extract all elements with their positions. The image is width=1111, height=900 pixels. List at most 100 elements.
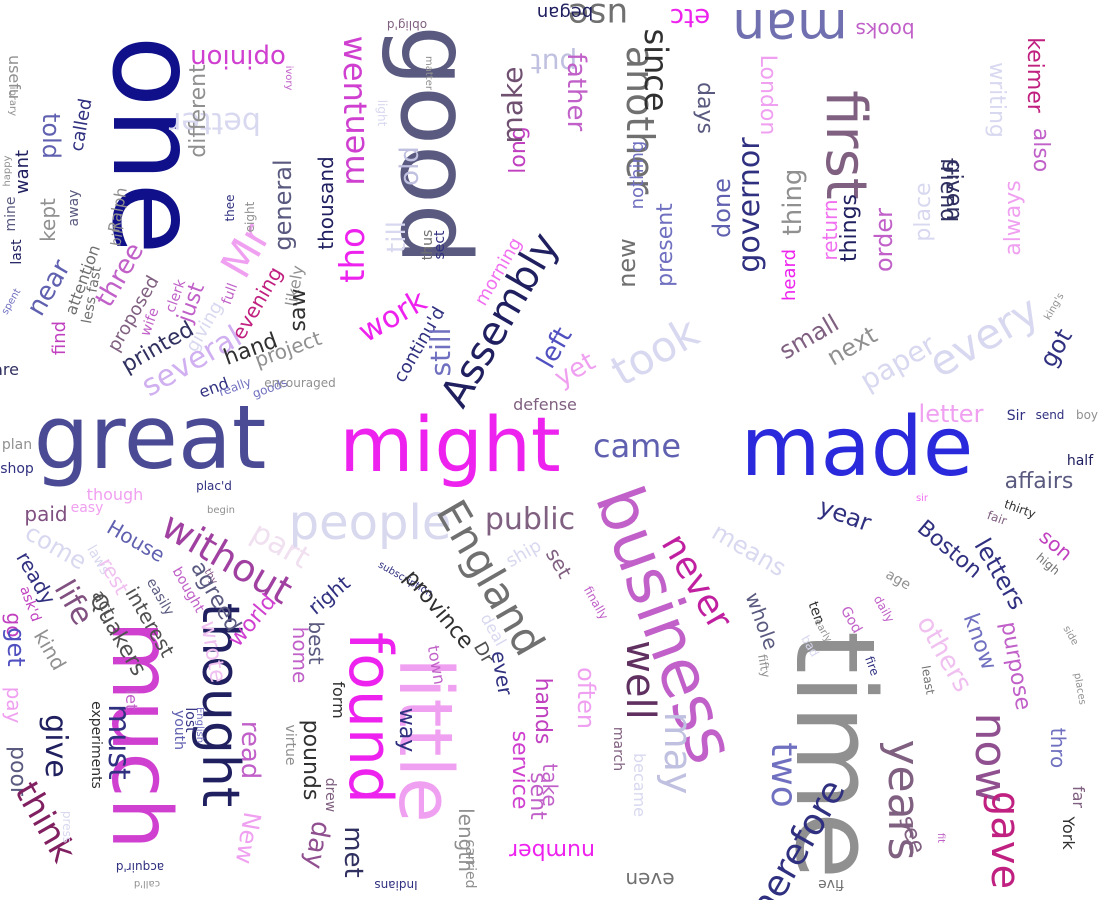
word-public: public (484, 502, 576, 537)
word-place: place (911, 182, 936, 242)
word-governor: governor (732, 137, 767, 273)
word-find: find (49, 320, 70, 356)
word-plan: plan (1, 437, 33, 453)
word-set: set (540, 543, 578, 583)
word-eight: eight (243, 201, 257, 233)
word-london: London (755, 54, 780, 136)
word-saw: saw (286, 288, 311, 332)
word-whole: whole (740, 589, 784, 653)
word-best: best (304, 621, 328, 665)
word-fifty: fifty (755, 653, 773, 679)
word-least: least (918, 664, 938, 696)
word-library: library (7, 83, 18, 117)
word-present: present (653, 203, 678, 287)
word-every: every (920, 285, 1048, 388)
word-let: let (122, 689, 141, 711)
word-are: are (0, 360, 19, 379)
word-sir: Sir (1006, 408, 1026, 424)
word-now: now (965, 712, 1016, 804)
word-matter: matter (423, 56, 434, 90)
word-writing: writing (984, 62, 1009, 138)
word-day: day (298, 818, 336, 872)
word-number: number (509, 838, 595, 863)
word-better: better (169, 105, 261, 140)
word-shop: shop (0, 461, 34, 477)
word-books: books (855, 18, 915, 42)
word-days: days (692, 82, 717, 134)
word-told: told (37, 113, 65, 159)
word-acquir-d: acquir'd (115, 860, 165, 874)
word-tho: tho (333, 227, 373, 283)
word-york: York (1059, 816, 1078, 850)
word-form: form (329, 681, 348, 719)
word-must: must (101, 704, 136, 780)
word-pounds: pounds (298, 719, 323, 801)
word-oblig-d: oblig'd (386, 18, 428, 32)
word-thro: thro (1046, 727, 1070, 769)
word-youth: youth (171, 709, 187, 751)
word-indians: Indians (374, 878, 418, 892)
word-year: year (815, 492, 875, 538)
word-became: became (630, 752, 649, 818)
word-thing: thing (778, 168, 808, 236)
word-also: also (1028, 127, 1053, 173)
word-press: press (60, 810, 74, 844)
word-age: age (882, 566, 914, 594)
word-fair: fair (985, 508, 1009, 528)
word-march: march (610, 726, 626, 772)
word-half: half (1066, 453, 1094, 469)
word-new: New (229, 809, 267, 867)
word-order: order (870, 208, 898, 272)
word-kept: kept (36, 198, 60, 242)
word-last: last (9, 239, 25, 265)
word-call-d: call'd (133, 878, 161, 889)
word-drew: drew (322, 777, 338, 813)
word-people: people (288, 495, 452, 551)
word-away: away (66, 189, 82, 227)
word-letter: letter (918, 400, 984, 428)
word-may: may (656, 711, 700, 795)
word-means: means (707, 517, 791, 583)
word-ivory: ivory (283, 65, 294, 91)
word-far: far (1069, 785, 1088, 809)
word-gave: gave (982, 790, 1028, 890)
word-given: given (941, 159, 966, 221)
word-keimer: keimer (1022, 37, 1047, 113)
word-took: took (602, 307, 707, 396)
word-affairs: affairs (1004, 469, 1074, 494)
word-places: places (1071, 672, 1088, 706)
word-life: life (46, 574, 101, 632)
word-side: side (1060, 624, 1081, 648)
word-light: light (375, 99, 389, 127)
word-began: began (536, 2, 594, 23)
word-old: old (395, 146, 425, 186)
word-five: five (818, 876, 844, 892)
word-right: right (303, 570, 355, 620)
word-came: came (592, 427, 682, 465)
word-get: get (2, 627, 30, 667)
word-met: met (338, 826, 368, 878)
word-send: send (1035, 408, 1065, 422)
word-give: give (38, 714, 73, 778)
word-men: men (334, 114, 372, 186)
word-nothing: nothing (627, 140, 648, 210)
word-might: might (339, 400, 561, 489)
word-often: often (572, 666, 600, 730)
word-easy: easy (70, 500, 104, 516)
word-spent: spent (0, 286, 24, 317)
word-great: great (33, 386, 267, 489)
word-since: since (637, 28, 675, 112)
word-etc: etc (669, 2, 711, 32)
word-daily: daily (870, 593, 898, 625)
word-king-s: king's (1042, 291, 1067, 323)
word-finally: finally (580, 583, 612, 623)
word-begin: begin (207, 505, 235, 516)
word-heard: heard (779, 248, 800, 302)
word-well: well (617, 640, 663, 720)
word-man: man (732, 0, 848, 57)
word-went: went (336, 35, 374, 115)
word-return: return (818, 199, 842, 261)
word-fit: fit (935, 832, 946, 844)
word-letters: letters (968, 533, 1032, 615)
